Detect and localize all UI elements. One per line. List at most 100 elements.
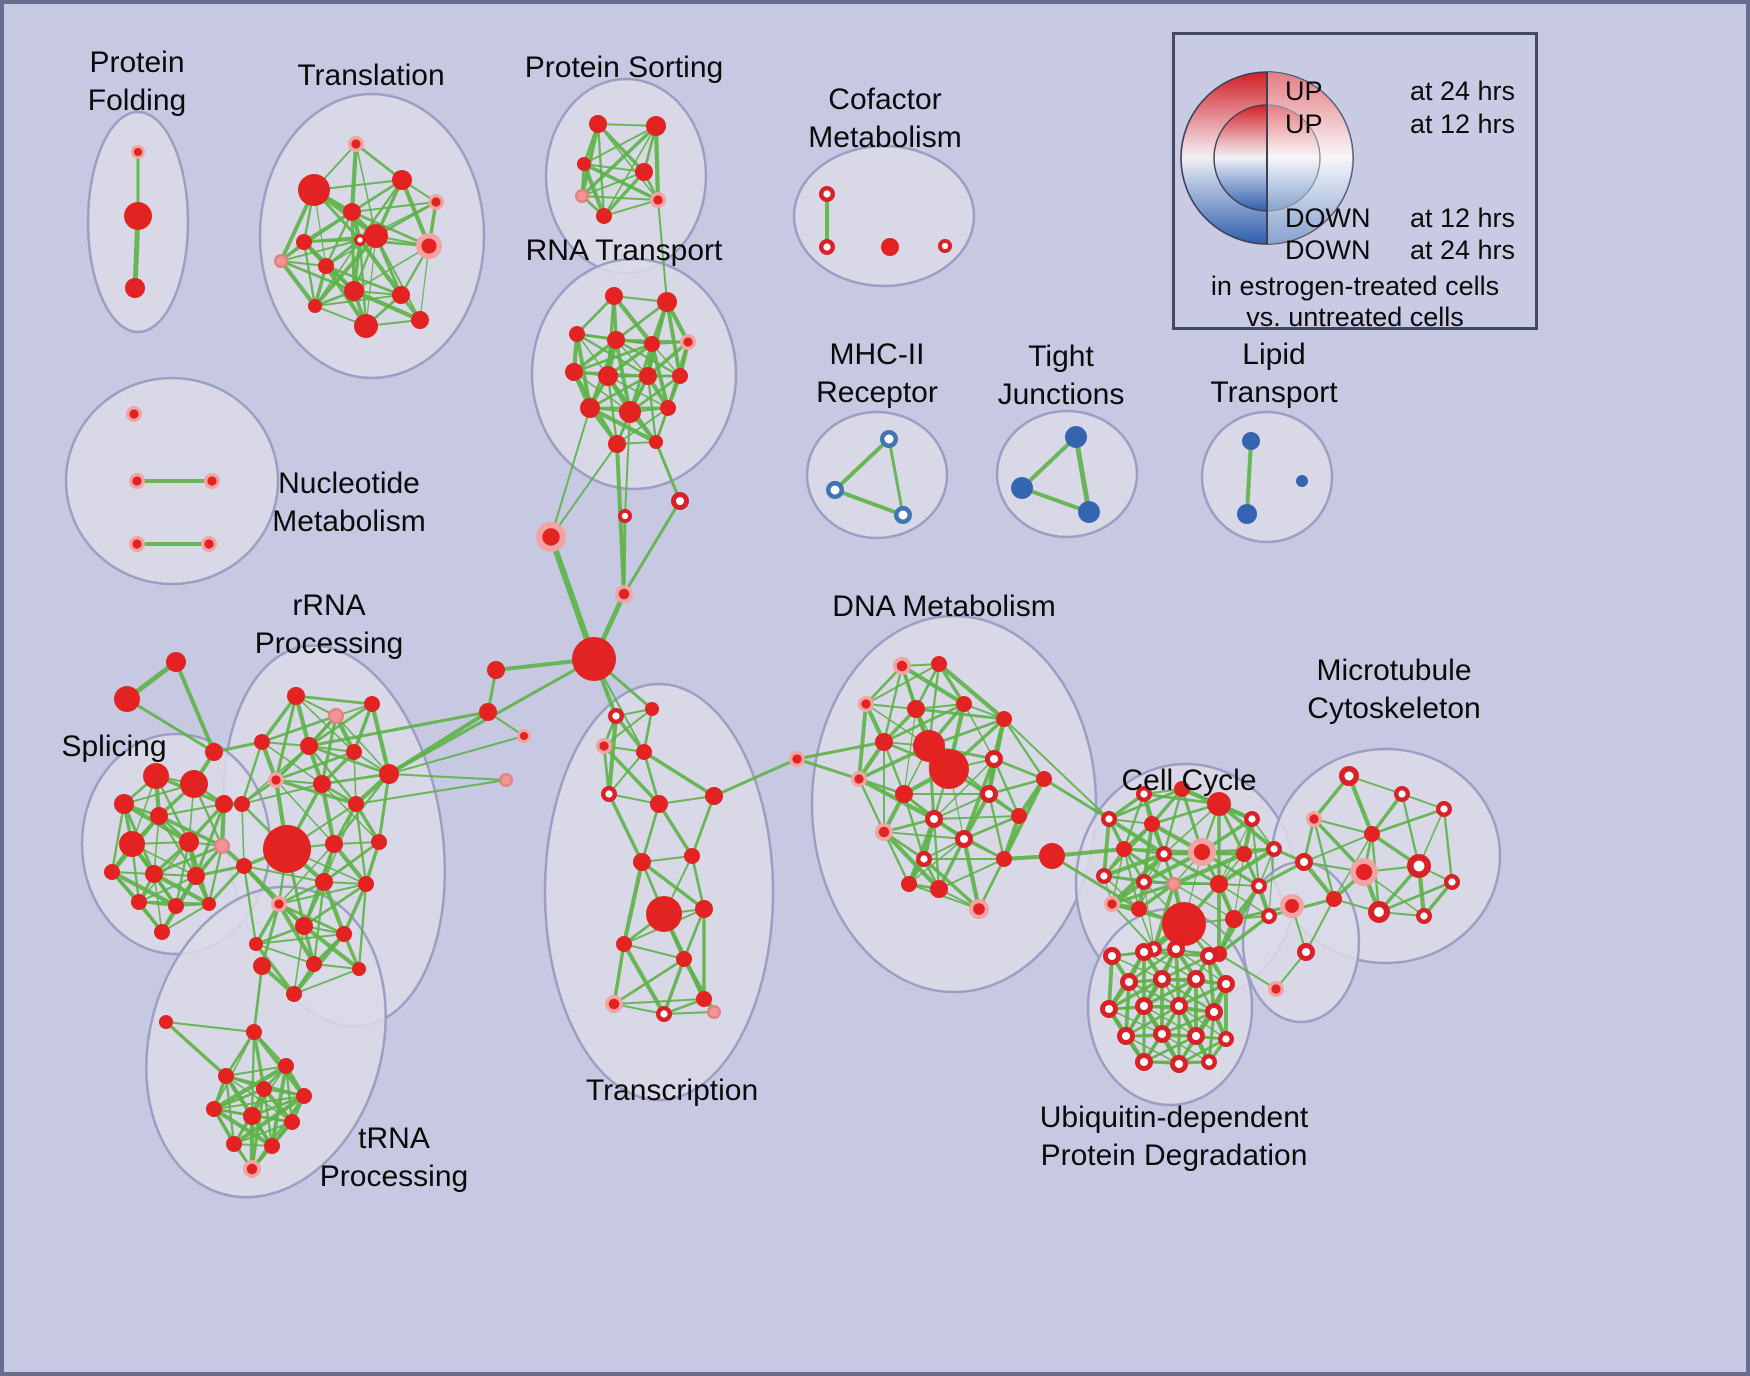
- edge: [581, 161, 607, 219]
- cluster-label-transcription: Transcription: [586, 1074, 758, 1107]
- edge: [307, 702, 374, 748]
- edge: [583, 163, 645, 173]
- edge: [640, 802, 661, 864]
- gene-node: [124, 202, 152, 230]
- edge: [1103, 875, 1140, 910]
- edge: [278, 843, 335, 905]
- gene-node: [254, 734, 270, 750]
- edge: [658, 795, 715, 805]
- legend-row-down-24: DOWN at 24 hrs: [1285, 235, 1515, 265]
- edge: [349, 141, 359, 215]
- edge: [164, 1020, 228, 1078]
- edge: [260, 902, 281, 968]
- gene-node: [788, 750, 805, 767]
- edge: [151, 871, 212, 907]
- gene-node: [1011, 808, 1027, 824]
- cluster-label-protein-folding: Protein: [89, 46, 184, 79]
- edge: [307, 710, 490, 748]
- gene-node: [1243, 811, 1260, 828]
- edge: [213, 1031, 255, 1110]
- edge: [1370, 807, 1446, 836]
- edge: [233, 1121, 293, 1145]
- edge: [274, 750, 356, 782]
- edge: [933, 815, 1020, 820]
- gene-node: [577, 157, 591, 171]
- legend-direction: DOWN: [1285, 203, 1371, 233]
- gene-node: [956, 696, 972, 712]
- edge: [987, 777, 1046, 796]
- edge: [1101, 851, 1167, 879]
- gene-node: [695, 900, 713, 918]
- gene-node: [313, 775, 331, 793]
- gene-node: [536, 522, 567, 553]
- gene-node: [1217, 1030, 1234, 1047]
- ring-right-fade: [1267, 72, 1353, 244]
- edge: [241, 783, 323, 805]
- gene-node: [364, 696, 380, 712]
- gene-node: [306, 956, 322, 972]
- edge: [665, 300, 682, 378]
- gene-node: [1152, 1024, 1171, 1043]
- gene-node: [352, 962, 366, 976]
- cluster-ellipse-cofactor-metabolism: [792, 144, 976, 288]
- edge: [654, 440, 682, 503]
- gene-node: [205, 743, 223, 761]
- cluster-label-cell-cycle: Cell Cycle: [1121, 764, 1256, 797]
- gene-node: [236, 858, 252, 874]
- gene-node: [1407, 853, 1432, 878]
- gene-node: [427, 193, 444, 210]
- edge: [608, 751, 645, 795]
- edge: [157, 814, 224, 848]
- edge: [351, 288, 423, 323]
- edge: [611, 293, 655, 347]
- legend-direction: UP: [1285, 109, 1323, 139]
- edge: [642, 750, 661, 806]
- gene-node: [619, 401, 641, 423]
- gene-node: [657, 292, 677, 312]
- edge: [355, 779, 507, 805]
- gene-node: [1134, 1052, 1153, 1071]
- cluster-label-nucleotide-metabolism: Nucleotide: [278, 467, 420, 500]
- edge: [1216, 846, 1277, 887]
- edge: [351, 201, 437, 213]
- gene-node: [180, 770, 208, 798]
- edge: [882, 830, 911, 886]
- gene-node: [1116, 1026, 1135, 1045]
- gene-node: [242, 1160, 261, 1179]
- gene-node: [608, 435, 626, 453]
- gene-node: [226, 1136, 242, 1152]
- gene-node: [202, 897, 216, 911]
- edge: [243, 865, 325, 883]
- edge: [274, 694, 298, 782]
- gene-node: [1144, 816, 1160, 832]
- gene-node: [1236, 846, 1252, 862]
- gene-node: [1095, 868, 1112, 885]
- edge: [1218, 883, 1270, 917]
- gene-node: [159, 1015, 173, 1029]
- edge: [550, 443, 618, 538]
- edge: [211, 1063, 289, 1112]
- edge: [938, 858, 1005, 890]
- gene-node: [595, 737, 612, 754]
- gene-node: [676, 951, 692, 967]
- edge: [295, 695, 355, 753]
- cluster-label-microtubule-cytoskeleton: Cytoskeleton: [1307, 692, 1480, 725]
- gene-node: [660, 400, 676, 416]
- gene-node: [605, 995, 624, 1014]
- edge: [833, 488, 905, 517]
- edge: [622, 499, 682, 596]
- edge: [1233, 853, 1245, 920]
- cluster-label-protein-sorting: Protein Sorting: [525, 51, 723, 84]
- legend-time: at 24 hrs: [1409, 76, 1515, 106]
- gene-node: [894, 506, 912, 524]
- gene-node: [1011, 477, 1033, 499]
- edge: [1111, 903, 1155, 950]
- edge: [224, 1074, 236, 1146]
- gene-node: [168, 898, 184, 914]
- edge: [320, 714, 338, 786]
- edge: [158, 803, 225, 817]
- edge: [254, 942, 296, 996]
- edge: [375, 235, 421, 321]
- edge: [623, 943, 685, 960]
- gene-node: [214, 837, 231, 854]
